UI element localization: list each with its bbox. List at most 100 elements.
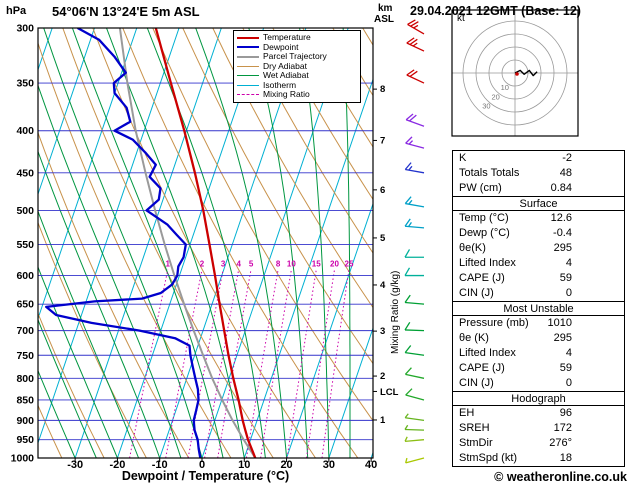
hodograph-unit-label: kt — [457, 13, 465, 24]
row-label: StmDir — [459, 437, 493, 449]
isotherm-line — [74, 28, 222, 458]
table-row: Temp (°C) 12.6 — [453, 211, 624, 226]
row-value: -2 — [562, 152, 572, 164]
row-label: CAPE (J) — [459, 362, 505, 374]
row-value: -0.4 — [553, 227, 572, 239]
mixing-ratio-value: 3 — [221, 260, 226, 269]
legend-label: Wet Adiabat — [263, 70, 309, 81]
dewpoint-line — [45, 28, 202, 458]
isotherm-line — [38, 28, 95, 196]
legend-item: Isotherm — [237, 79, 357, 91]
legend-swatch — [237, 36, 259, 39]
legend-label: Isotherm — [263, 79, 297, 90]
temp-tick-label: 10 — [238, 459, 250, 471]
row-label: K — [459, 152, 467, 164]
pressure-axis-unit: hPa — [6, 5, 27, 17]
row-label: EH — [459, 407, 475, 419]
isotherm-line — [38, 28, 180, 445]
row-label: Dewp (°C) — [459, 227, 510, 239]
wind-barb — [404, 321, 425, 332]
wind-barb — [406, 37, 425, 52]
row-label: CAPE (J) — [459, 272, 505, 284]
pressure-tick-label: 400 — [16, 125, 34, 137]
table-section-header: Most Unstable — [453, 301, 624, 316]
table-row: θe(K) 295 — [453, 241, 624, 256]
indices-table: K -2 Totals Totals 48 PW (cm) 0.84 Surface Temp… — [452, 150, 625, 467]
hodograph-ring-label: 20 — [491, 92, 499, 101]
isotherm-line — [286, 202, 373, 458]
pressure-tick-label: 350 — [16, 78, 34, 90]
table-row: EH 96 — [453, 406, 624, 421]
row-label: Lifted Index — [459, 347, 516, 359]
dry-adiabat-line — [38, 404, 63, 458]
hodograph-ring-label: 30 — [482, 102, 490, 111]
dry-adiabat-line — [38, 41, 232, 458]
row-value: 295 — [553, 332, 572, 344]
pressure-tick-label: 950 — [16, 434, 34, 446]
mixing-ratio-value: 15 — [312, 260, 321, 269]
hodograph-ring — [488, 46, 542, 100]
row-value: 0 — [565, 377, 572, 389]
table-row: Pressure (mb) 1010 — [453, 316, 624, 331]
wind-barb — [404, 436, 425, 442]
hodograph-ring-label: 10 — [501, 83, 509, 92]
dry-adiabat-line — [242, 28, 373, 254]
temp-tick-label: -30 — [67, 459, 83, 471]
row-value: 172 — [553, 422, 572, 434]
legend-label: Temperature — [263, 32, 311, 43]
table-row: CAPE (J) 59 — [453, 361, 624, 376]
pressure-tick-label: 1000 — [11, 453, 35, 465]
wind-barb-column — [404, 19, 425, 464]
temp-tick-label: -10 — [152, 459, 168, 471]
wet-adiabat-line — [38, 369, 76, 458]
wind-barb — [404, 294, 425, 305]
pressure-tick-label: 500 — [16, 205, 34, 217]
dry-adiabat-line — [302, 28, 373, 148]
wind-barb — [404, 196, 425, 208]
table-row: StmDir 276° — [453, 436, 624, 451]
table-row: Lifted Index 4 — [453, 346, 624, 361]
legend-item: Dewpoint — [237, 42, 357, 53]
table-row: CIN (J) 0 — [453, 286, 624, 301]
km-tick-label: 6 — [380, 185, 385, 196]
row-value: 59 — [559, 362, 572, 374]
pressure-tick-label: 700 — [16, 325, 34, 337]
pressure-tick-label: 650 — [16, 299, 34, 311]
table-section-header: Hodograph — [453, 391, 624, 406]
wind-barb — [404, 249, 424, 258]
wet-adiabat-line — [38, 318, 97, 458]
row-label: StmSpd (kt) — [459, 452, 518, 464]
row-label: PW (cm) — [459, 182, 502, 194]
table-row: CIN (J) 0 — [453, 376, 624, 391]
temp-tick-label: 40 — [365, 459, 377, 471]
row-value: 0.84 — [550, 182, 572, 194]
mixing-ratio-value: 10 — [287, 260, 296, 269]
row-value: 59 — [559, 272, 572, 284]
temperature-axis-caption: Dewpoint / Temperature (°C) — [121, 469, 290, 483]
row-label: Pressure (mb) — [459, 317, 529, 329]
km-tick-label: 4 — [380, 280, 386, 291]
wind-barb — [404, 162, 425, 174]
row-value: 4 — [565, 257, 572, 269]
mixing-ratio-line — [129, 269, 169, 458]
mixing-ratio-value: 20 — [330, 260, 339, 269]
pressure-tick-label: 450 — [16, 167, 34, 179]
wind-barb — [405, 136, 425, 149]
table-row: Dewp (°C) -0.4 — [453, 226, 624, 241]
isotherm-line — [243, 77, 373, 458]
pressure-tick-label: 800 — [16, 373, 34, 385]
row-value: 295 — [553, 242, 572, 254]
hodograph-ring — [501, 59, 529, 87]
legend-item: Wet Adiabat — [237, 71, 357, 81]
hodograph-ring — [462, 20, 568, 126]
mixing-ratio-value: 25 — [345, 260, 354, 269]
temp-tick-label: -20 — [109, 459, 125, 471]
wind-barb — [404, 424, 425, 431]
mixing-ratio-value: 1 — [166, 260, 171, 269]
legend-label: Parcel Trajectory — [263, 51, 327, 62]
isotherm-line — [38, 28, 138, 321]
row-value: 12.6 — [550, 212, 572, 224]
